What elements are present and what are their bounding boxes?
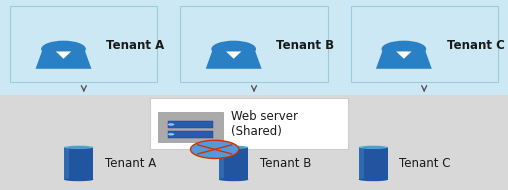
Circle shape (190, 140, 239, 158)
Ellipse shape (359, 146, 388, 149)
Ellipse shape (223, 146, 245, 148)
Ellipse shape (362, 146, 385, 148)
Text: Web server
(Shared): Web server (Shared) (231, 109, 298, 138)
Bar (219, 147, 224, 180)
Circle shape (41, 41, 86, 57)
Bar (64, 147, 69, 180)
Circle shape (382, 41, 426, 57)
Text: Tenant C: Tenant C (447, 39, 504, 52)
Text: Tenant C: Tenant C (399, 157, 451, 170)
Polygon shape (376, 51, 432, 69)
Text: Tenant B: Tenant B (260, 157, 311, 170)
Ellipse shape (64, 146, 93, 149)
Bar (0, 95, 508, 190)
Ellipse shape (359, 178, 388, 181)
Circle shape (168, 133, 174, 135)
Ellipse shape (64, 178, 93, 181)
Circle shape (211, 41, 256, 57)
Polygon shape (226, 51, 241, 59)
FancyBboxPatch shape (10, 6, 157, 82)
FancyBboxPatch shape (150, 98, 348, 149)
Bar (359, 147, 364, 180)
Text: Tenant A: Tenant A (106, 39, 165, 52)
Bar (168, 131, 213, 138)
FancyBboxPatch shape (180, 6, 328, 82)
Bar (158, 112, 223, 142)
Text: Tenant B: Tenant B (276, 39, 334, 52)
Bar (359, 147, 388, 180)
Ellipse shape (68, 146, 90, 148)
Bar (168, 121, 213, 128)
Text: Tenant A: Tenant A (105, 157, 156, 170)
Ellipse shape (219, 178, 248, 181)
Bar (219, 147, 248, 180)
Polygon shape (396, 51, 411, 59)
Polygon shape (56, 51, 71, 59)
Bar (0, 0, 508, 95)
Polygon shape (206, 51, 262, 69)
FancyBboxPatch shape (351, 6, 498, 82)
Polygon shape (36, 51, 91, 69)
Bar (64, 147, 93, 180)
Ellipse shape (219, 146, 248, 149)
Circle shape (168, 123, 174, 126)
